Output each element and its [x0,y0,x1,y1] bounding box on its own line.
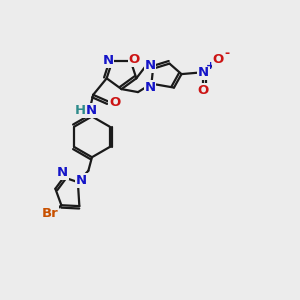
Text: H: H [74,104,86,117]
Text: O: O [109,96,120,110]
Text: O: O [198,84,209,97]
Text: N: N [76,174,87,187]
Text: N: N [57,166,68,179]
Text: Br: Br [42,207,58,220]
Text: O: O [213,52,224,66]
Text: +: + [206,61,215,71]
Text: -: - [224,47,230,60]
Text: N: N [85,104,97,117]
Text: O: O [129,53,140,66]
Text: N: N [144,58,156,72]
Text: N: N [144,81,156,94]
Text: N: N [198,66,209,79]
Text: N: N [102,54,113,67]
